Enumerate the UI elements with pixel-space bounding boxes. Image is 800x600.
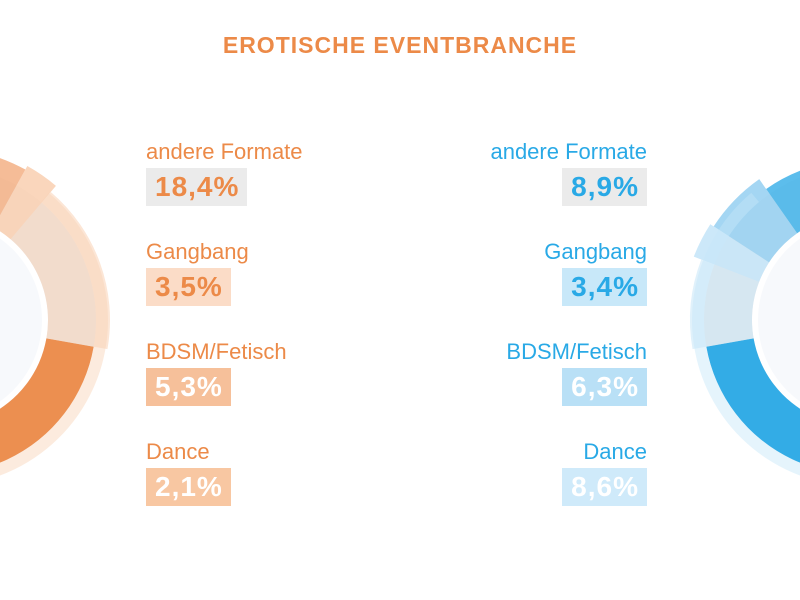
donut-halo [692, 192, 800, 476]
chart-title: EROTISCHE EVENTBRANCHE [222, 32, 578, 58]
legend-entry: andere Formate 8,9% [407, 138, 647, 238]
legend-entry: Gangbang 3,4% [407, 238, 647, 338]
category-label: andere Formate [146, 139, 303, 164]
donut-chart-right [690, 170, 800, 476]
value-badge: 18,4% [146, 168, 248, 206]
donut-segment-3 [713, 179, 798, 263]
legend-entry: Dance 2,1% [146, 438, 386, 538]
donut-main-segment [706, 338, 800, 463]
category-label: andere Formate [490, 139, 647, 164]
donut-segment-4 [766, 170, 800, 234]
donut-segment-2 [0, 166, 56, 240]
category-label: BDSM/Fetisch [506, 339, 647, 364]
value-badge: 3,5% [146, 268, 231, 306]
category-label: Dance [583, 439, 647, 464]
legend-entry: andere Formate 18,4% [146, 138, 386, 238]
legend-left: andere Formate 18,4% Gangbang 3,5% BDSM/… [146, 138, 386, 538]
value-badge: 5,3% [146, 368, 231, 406]
legend-entry: BDSM/Fetisch 5,3% [146, 338, 386, 438]
category-label: Gangbang [146, 239, 249, 264]
legend-right: andere Formate 8,9% Gangbang 3,4% BDSM/F… [407, 138, 647, 538]
value-badge: 8,6% [562, 468, 647, 506]
donut-chart-left [0, 158, 111, 476]
donut-segment-3 [0, 158, 26, 216]
donut-segment-2 [693, 224, 770, 282]
donut-center [0, 238, 42, 402]
legend-entry: BDSM/Fetisch 6,3% [407, 338, 647, 438]
value-badge: 8,9% [562, 168, 647, 206]
donut-main-segment [0, 338, 94, 463]
legend-entry: Gangbang 3,5% [146, 238, 386, 338]
donut-segment-1 [10, 191, 111, 350]
category-label: BDSM/Fetisch [146, 339, 287, 364]
donut-halo [0, 192, 108, 476]
value-badge: 6,3% [562, 368, 647, 406]
value-badge: 3,4% [562, 268, 647, 306]
value-badge: 2,1% [146, 468, 231, 506]
category-label: Gangbang [544, 239, 647, 264]
category-label: Dance [146, 439, 210, 464]
legend-entry: Dance 8,6% [407, 438, 647, 538]
donut-segment-1 [690, 259, 760, 350]
donut-center [758, 238, 800, 402]
